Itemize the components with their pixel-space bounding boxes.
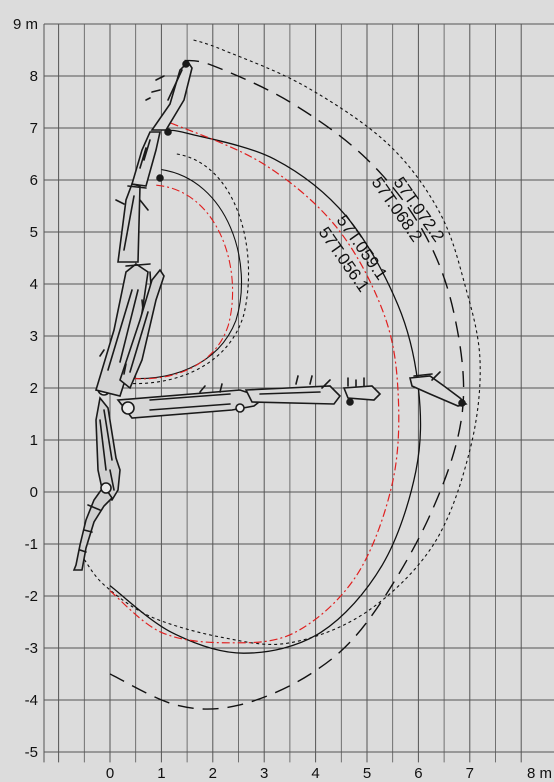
crane-upright-boom-4 <box>150 60 193 131</box>
crane-mid-boom-detail <box>99 311 149 375</box>
crane-pivot-top-2 <box>164 128 172 136</box>
x-tick-label: 0 <box>106 765 114 782</box>
reach-curves <box>83 39 481 710</box>
y-tick-label: 8 <box>30 68 38 85</box>
crane-column-inner <box>99 409 115 491</box>
crane-pivot-low <box>100 482 112 494</box>
crane-upright-boom-3-detail <box>139 139 151 169</box>
reach-curve-57T-056-1 <box>109 121 400 644</box>
x-tick-label: 2 <box>209 765 217 782</box>
folding-envelope-arc <box>125 184 234 380</box>
crane-column <box>95 396 121 501</box>
y-tick-label: 4 <box>30 276 38 293</box>
x-tick-label: 6 <box>414 765 422 782</box>
x-tick-label: 1 <box>157 765 165 782</box>
crane-extension-1 <box>244 385 342 405</box>
reach-curve-57T-059-1 <box>109 129 422 654</box>
crane-pivot-boom <box>121 401 135 415</box>
crane-pivot-top-1 <box>156 174 164 182</box>
y-tick-label: 1 <box>30 432 38 449</box>
crane-horizontal-boom-detail <box>149 383 231 411</box>
crane-pivot-ext <box>235 403 245 413</box>
crane-extension-3 <box>408 375 468 407</box>
crane-horizontal-boom <box>116 389 266 419</box>
y-tick-label: -3 <box>25 640 38 657</box>
crane-upright-boom-1-detail <box>107 263 153 371</box>
crane-tip-right <box>458 399 466 407</box>
crane-extension-1-detail <box>259 375 331 395</box>
reach-curve-57T-068-2 <box>109 59 465 710</box>
x-tick-label: 5 <box>363 765 371 782</box>
crane-upright-boom-3 <box>130 131 161 187</box>
y-tick-label: -4 <box>25 692 38 709</box>
crane-upright-boom-4-detail <box>145 69 183 101</box>
y-tick-label: 7 <box>30 120 38 137</box>
y-tick-label: 2 <box>30 380 38 397</box>
y-tick-label: 3 <box>30 328 38 345</box>
crane-extension-2-detail <box>347 377 365 387</box>
folding-envelope-arc <box>120 153 250 385</box>
y-tick-label: 6 <box>30 172 38 189</box>
y-tick-label: 9 m <box>13 16 38 33</box>
y-tick-label: -2 <box>25 588 38 605</box>
crane-lower-arm-detail <box>79 504 101 553</box>
reach-curve-57T-072-2 <box>83 39 481 645</box>
crane-lower-arm <box>72 484 114 571</box>
crane-mid-boom <box>119 268 165 390</box>
x-tick-label: 8 m <box>527 765 552 782</box>
crane-upright-boom-2-detail <box>115 185 149 251</box>
crane-tip-right-2 <box>346 398 354 406</box>
folding-envelope-arc <box>122 169 243 380</box>
y-tick-label: 0 <box>30 484 38 501</box>
y-tick-label: -5 <box>25 744 38 761</box>
y-tick-label: 5 <box>30 224 38 241</box>
x-tick-label: 7 <box>466 765 474 782</box>
x-tick-label: 4 <box>311 765 319 782</box>
x-tick-label: 3 <box>260 765 268 782</box>
crane-tip-top <box>182 60 190 68</box>
axes: -5 -4 -3 -2 -1 0 1 2 3 4 5 6 7 8 9 m 0 1 2 3 4 5 6 7 8 m <box>13 16 552 782</box>
crane-extension-3-detail <box>413 371 441 381</box>
y-tick-label: -1 <box>25 536 38 553</box>
crane-upright-boom-1 <box>94 263 149 397</box>
curve-labels: 57T.072.2 57T.068.2 57T.059.1 57T.056.1 <box>315 173 448 295</box>
crane-drawing <box>72 60 468 571</box>
crane-extension-2 <box>342 385 382 401</box>
